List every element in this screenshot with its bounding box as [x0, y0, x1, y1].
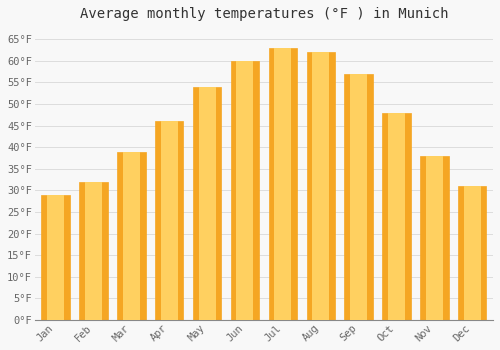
Bar — [155, 121, 184, 320]
Bar — [85, 182, 102, 320]
Bar — [42, 195, 70, 320]
Bar — [458, 186, 486, 320]
Bar — [236, 61, 254, 320]
Bar — [344, 74, 373, 320]
Bar — [312, 52, 329, 320]
Bar — [306, 52, 335, 320]
Bar — [117, 152, 145, 320]
Bar — [420, 156, 448, 320]
Bar — [47, 195, 64, 320]
Bar — [198, 87, 216, 320]
Bar — [268, 48, 297, 320]
Bar — [388, 113, 405, 320]
Bar — [123, 152, 140, 320]
Bar — [464, 186, 480, 320]
Bar — [350, 74, 367, 320]
Bar — [230, 61, 259, 320]
Title: Average monthly temperatures (°F ) in Munich: Average monthly temperatures (°F ) in Mu… — [80, 7, 448, 21]
Bar — [160, 121, 178, 320]
Bar — [426, 156, 443, 320]
Bar — [274, 48, 291, 320]
Bar — [79, 182, 108, 320]
Bar — [382, 113, 410, 320]
Bar — [193, 87, 222, 320]
